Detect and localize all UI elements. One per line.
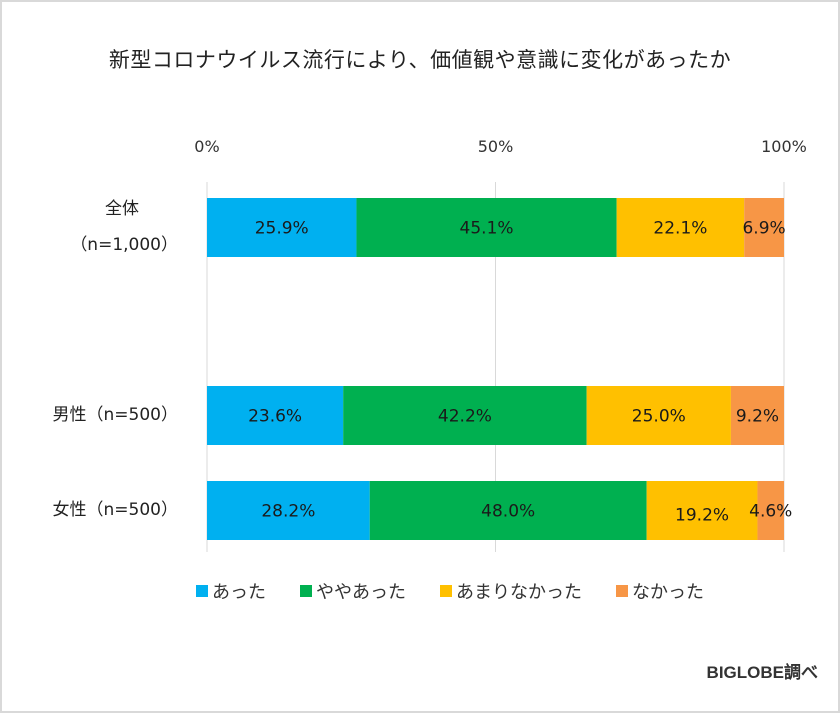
category-label: （n=1,000）	[70, 235, 178, 255]
source-credit: BIGLOBE調べ	[706, 663, 818, 682]
x-tick-label: 0%	[194, 137, 219, 156]
legend-swatch	[300, 585, 312, 597]
legend-swatch	[440, 585, 452, 597]
legend-item: あった	[196, 578, 266, 604]
data-label: 25.9%	[255, 219, 309, 239]
bar-segment	[369, 481, 647, 540]
category-label: 男性（n=500）	[53, 405, 178, 425]
data-label: 19.2%	[675, 506, 729, 526]
data-label: 45.1%	[460, 219, 514, 239]
bars: 25.9% 45.1% 22.1% 6.9% 23.6% 42.2% 25.0% 9.2% 28…	[207, 198, 792, 540]
bar-segment	[586, 386, 731, 445]
bar-segment	[616, 198, 745, 257]
chart-title: 新型コロナウイルス流行により、価値観や意識に変化があったか	[108, 48, 732, 72]
data-label: 42.2%	[438, 407, 492, 427]
x-tick-label: 50%	[478, 137, 514, 156]
legend-item: あまりなかった	[440, 578, 582, 604]
legend-label: なかった	[632, 582, 704, 603]
bar-segment	[207, 198, 357, 257]
bar-segment	[730, 386, 784, 445]
bar-segment	[744, 198, 784, 257]
legend-item: ややあった	[300, 578, 406, 604]
legend-label: あった	[212, 582, 266, 603]
category-label: 女性（n=500）	[53, 500, 178, 520]
legend-item: なかった	[616, 578, 704, 604]
legend-swatch	[196, 585, 208, 597]
legend-label: ややあった	[316, 582, 406, 603]
data-label: 6.9%	[742, 219, 785, 239]
data-label: 4.6%	[749, 502, 792, 522]
bar-segment	[343, 386, 587, 445]
data-label: 25.0%	[632, 407, 686, 427]
bar-segment	[207, 481, 370, 540]
data-label: 22.1%	[653, 219, 707, 239]
x-tick-label: 100%	[761, 137, 807, 156]
bar-segment	[646, 481, 758, 540]
data-label: 48.0%	[481, 502, 535, 522]
legend-swatch	[616, 585, 628, 597]
data-label: 23.6%	[248, 407, 302, 427]
legend: あった ややあった あまりなかった なかった	[196, 578, 738, 604]
legend-label: あまりなかった	[456, 582, 582, 603]
category-label: 全体	[105, 199, 139, 219]
data-label: 9.2%	[736, 407, 779, 427]
bar-segment	[757, 481, 784, 540]
data-label: 28.2%	[261, 502, 315, 522]
x-axis-ticks: 0% 50% 100%	[194, 137, 807, 156]
bar-segment	[356, 198, 617, 257]
bar-segment	[207, 386, 344, 445]
category-labels: 全体 （n=1,000） 男性（n=500） 女性（n=500）	[53, 199, 178, 520]
